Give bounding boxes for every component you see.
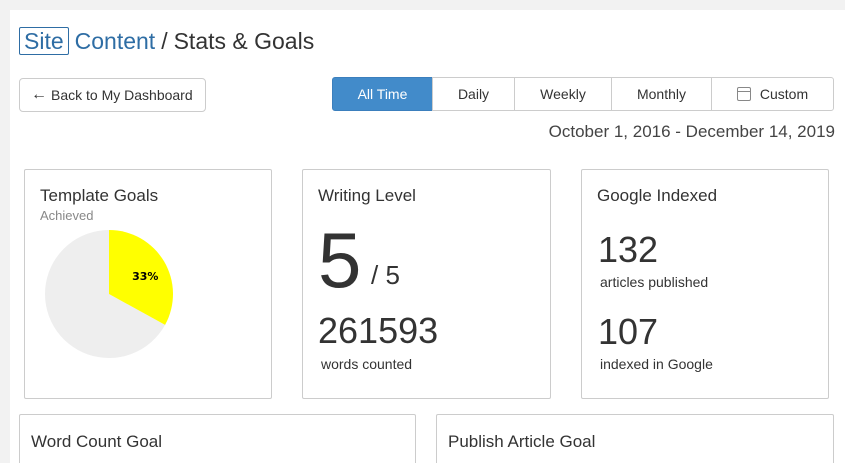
page-title-text: Stats & Goals [173, 27, 315, 54]
range-weekly-button[interactable]: Weekly [514, 77, 612, 111]
range-all-time-button[interactable]: All Time [332, 77, 433, 111]
title-separator: / [161, 27, 168, 54]
card-subtitle: Achieved [40, 208, 94, 223]
back-button-label: Back to My Dashboard [51, 87, 193, 103]
pie-slice-achieved[interactable] [109, 230, 173, 325]
arrow-left-icon: ← [31, 86, 47, 103]
words-counted-value: 261593 [318, 310, 439, 351]
back-to-dashboard-button[interactable]: ← Back to My Dashboard [19, 78, 206, 112]
template-goals-card: Template Goals Achieved 33% [24, 169, 272, 399]
range-monthly-button[interactable]: Monthly [611, 77, 712, 111]
range-label: Monthly [636, 86, 687, 102]
indexed-label: indexed in Google [600, 356, 713, 372]
range-label: Daily [457, 86, 490, 102]
articles-published-label: articles published [600, 274, 709, 290]
range-label: Custom [759, 86, 809, 102]
range-daily-button[interactable]: Daily [432, 77, 515, 111]
words-counted-label: words counted [321, 356, 413, 372]
stats-page: Site Content / Stats & Goals ← Back to M… [10, 10, 845, 463]
card-title: Publish Article Goal [448, 432, 596, 451]
logo-content: Content [74, 27, 156, 54]
calendar-icon [736, 87, 751, 101]
word-count-goal-card: Word Count Goal [19, 414, 416, 463]
card-title: Writing Level [318, 186, 416, 205]
date-range-text: October 1, 2016 - December 14, 2019 [548, 122, 835, 141]
google-indexed-card: Google Indexed 132 articles published 10… [581, 169, 829, 399]
publish-article-goal-card: Publish Article Goal [436, 414, 834, 463]
time-range-selector: All Time Daily Weekly Monthly Custom [332, 77, 834, 111]
range-custom-button[interactable]: Custom [711, 77, 834, 111]
card-title: Word Count Goal [31, 432, 163, 451]
logo-site: Site [19, 27, 69, 55]
articles-published-value: 132 [598, 229, 659, 270]
template-goals-pie-chart: 33% [45, 230, 173, 358]
indexed-value: 107 [598, 311, 659, 352]
writing-level-max: / 5 [371, 260, 400, 290]
pie-slice-label: 33% [132, 270, 158, 283]
range-label: All Time [357, 86, 408, 102]
page-title: Site Content / Stats & Goals [19, 26, 314, 56]
range-label: Weekly [540, 86, 586, 102]
writing-level-card: Writing Level 5 / 5 261593 words counted [302, 169, 551, 399]
writing-level-value: 5 [318, 216, 362, 304]
card-title: Template Goals [40, 186, 159, 205]
card-title: Google Indexed [597, 186, 718, 205]
pie-slice-remaining [45, 230, 166, 358]
